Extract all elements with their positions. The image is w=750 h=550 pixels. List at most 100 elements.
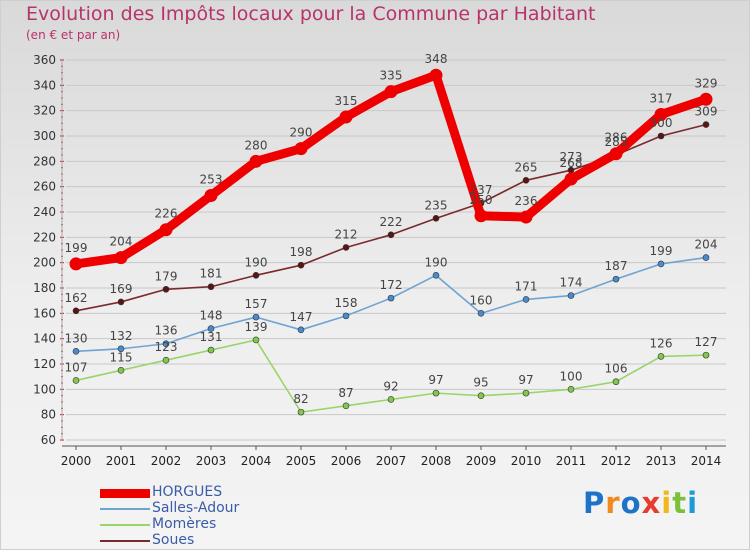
data-label-horgues: 348 — [425, 52, 448, 66]
data-label-soues: 198 — [290, 245, 313, 259]
data-label-horgues: 268 — [560, 156, 583, 170]
data-label-horgues: 250 — [470, 193, 493, 207]
data-point-horgues — [249, 154, 263, 168]
data-point-salles-adour — [72, 348, 80, 355]
data-point-horgues — [609, 147, 623, 161]
legend-label-salles-adour: Salles-Adour — [152, 500, 240, 516]
data-label-salles-adour: 157 — [245, 297, 268, 311]
x-tick-label: 2002 — [151, 454, 182, 468]
data-label-horgues: 329 — [695, 76, 718, 90]
data-label-soues: 181 — [200, 267, 223, 281]
legend-swatch-horgues — [100, 489, 150, 498]
chart-subtitle: (en € et par an) — [26, 28, 121, 42]
y-tick-label: 300 — [33, 129, 56, 143]
y-tick-label: 320 — [33, 104, 56, 118]
data-label-mom-res: 127 — [695, 335, 718, 349]
data-point-soues — [657, 132, 665, 140]
x-tick-label: 2008 — [421, 454, 452, 468]
data-label-salles-adour: 187 — [605, 259, 628, 273]
logo-letter: P — [583, 486, 606, 520]
y-tick-label: 60 — [41, 433, 56, 447]
data-label-mom-res: 97 — [428, 373, 443, 387]
data-point-mom-res — [387, 396, 395, 403]
logo-letter: x — [641, 486, 662, 520]
data-point-salles-adour — [432, 272, 440, 279]
line-chart: 60 80 100 120 140 160 180 200 220 240 260 280 300 320… — [33, 52, 726, 468]
x-tick-label: 2009 — [466, 454, 497, 468]
data-label-mom-res: 139 — [245, 320, 268, 334]
data-point-horgues — [294, 142, 308, 156]
data-point-soues — [342, 244, 350, 251]
data-label-horgues: 315 — [335, 94, 358, 108]
data-point-horgues — [339, 110, 353, 124]
data-point-mom-res — [342, 402, 350, 410]
data-label-salles-adour: 171 — [515, 279, 538, 293]
data-point-horgues — [114, 251, 128, 265]
data-point-salles-adour — [252, 313, 260, 321]
data-point-salles-adour — [702, 254, 710, 261]
data-label-salles-adour: 132 — [110, 329, 133, 343]
data-label-horgues: 199 — [65, 241, 88, 255]
data-label-salles-adour: 136 — [155, 324, 178, 338]
data-point-salles-adour — [657, 260, 665, 268]
data-point-soues — [522, 177, 530, 184]
data-label-salles-adour: 172 — [380, 278, 403, 292]
y-tick-label: 100 — [33, 382, 56, 396]
data-label-salles-adour: 158 — [335, 296, 358, 310]
data-label-horgues: 226 — [155, 207, 178, 221]
y-tick-label: 200 — [33, 256, 56, 270]
x-tick-label: 2001 — [106, 454, 137, 468]
data-label-horgues: 286 — [605, 131, 628, 145]
legend-label-mom-res: Momères — [152, 516, 217, 532]
data-point-horgues — [564, 172, 578, 186]
data-point-horgues — [204, 189, 218, 203]
data-point-horgues — [654, 107, 668, 121]
x-tick-label: 2013 — [646, 454, 677, 468]
data-point-salles-adour — [522, 296, 530, 303]
data-label-mom-res: 126 — [650, 336, 673, 350]
data-label-mom-res: 87 — [338, 386, 353, 400]
data-point-mom-res — [117, 367, 125, 374]
y-tick-label: 220 — [33, 230, 56, 244]
x-tick-label: 2010 — [511, 454, 542, 468]
data-point-mom-res — [72, 377, 80, 384]
data-point-horgues — [429, 68, 443, 82]
data-point-mom-res — [477, 392, 485, 399]
data-point-horgues — [699, 92, 713, 106]
data-label-salles-adour: 174 — [560, 276, 583, 290]
data-label-soues: 169 — [110, 282, 133, 296]
data-label-soues: 179 — [155, 269, 178, 283]
x-tick-label: 2000 — [61, 454, 92, 468]
x-tick-label: 2012 — [601, 454, 632, 468]
y-tick-label: 140 — [33, 332, 56, 346]
data-point-salles-adour — [162, 340, 170, 348]
data-label-horgues: 236 — [515, 194, 538, 208]
x-tick-label: 2004 — [241, 454, 272, 468]
logo-letter: i — [687, 486, 699, 520]
x-tick-label: 2011 — [556, 454, 587, 468]
data-point-soues — [297, 261, 305, 269]
logo-letter: i — [661, 486, 673, 520]
data-label-soues: 285 — [605, 135, 628, 149]
data-point-salles-adour — [387, 294, 395, 302]
data-label-salles-adour: 190 — [425, 255, 448, 269]
data-label-mom-res: 106 — [605, 362, 628, 376]
data-label-mom-res: 123 — [155, 340, 178, 354]
data-label-mom-res: 107 — [65, 360, 88, 374]
data-point-horgues — [159, 223, 173, 237]
data-point-salles-adour — [477, 310, 485, 317]
y-tick-label: 120 — [33, 357, 56, 371]
logo-letter: r — [605, 486, 621, 520]
data-label-mom-res: 100 — [560, 369, 583, 383]
data-label-salles-adour: 204 — [695, 238, 718, 252]
legend-swatch-soues — [100, 540, 150, 542]
data-point-horgues — [69, 257, 83, 271]
y-tick-label: 160 — [33, 306, 56, 320]
data-label-soues: 212 — [335, 227, 358, 241]
data-label-soues: 162 — [65, 291, 88, 305]
y-tick-label: 240 — [33, 205, 56, 219]
data-point-soues — [702, 121, 710, 128]
data-point-salles-adour — [207, 325, 215, 332]
data-label-soues: 190 — [245, 255, 268, 269]
data-label-mom-res: 131 — [200, 330, 223, 344]
